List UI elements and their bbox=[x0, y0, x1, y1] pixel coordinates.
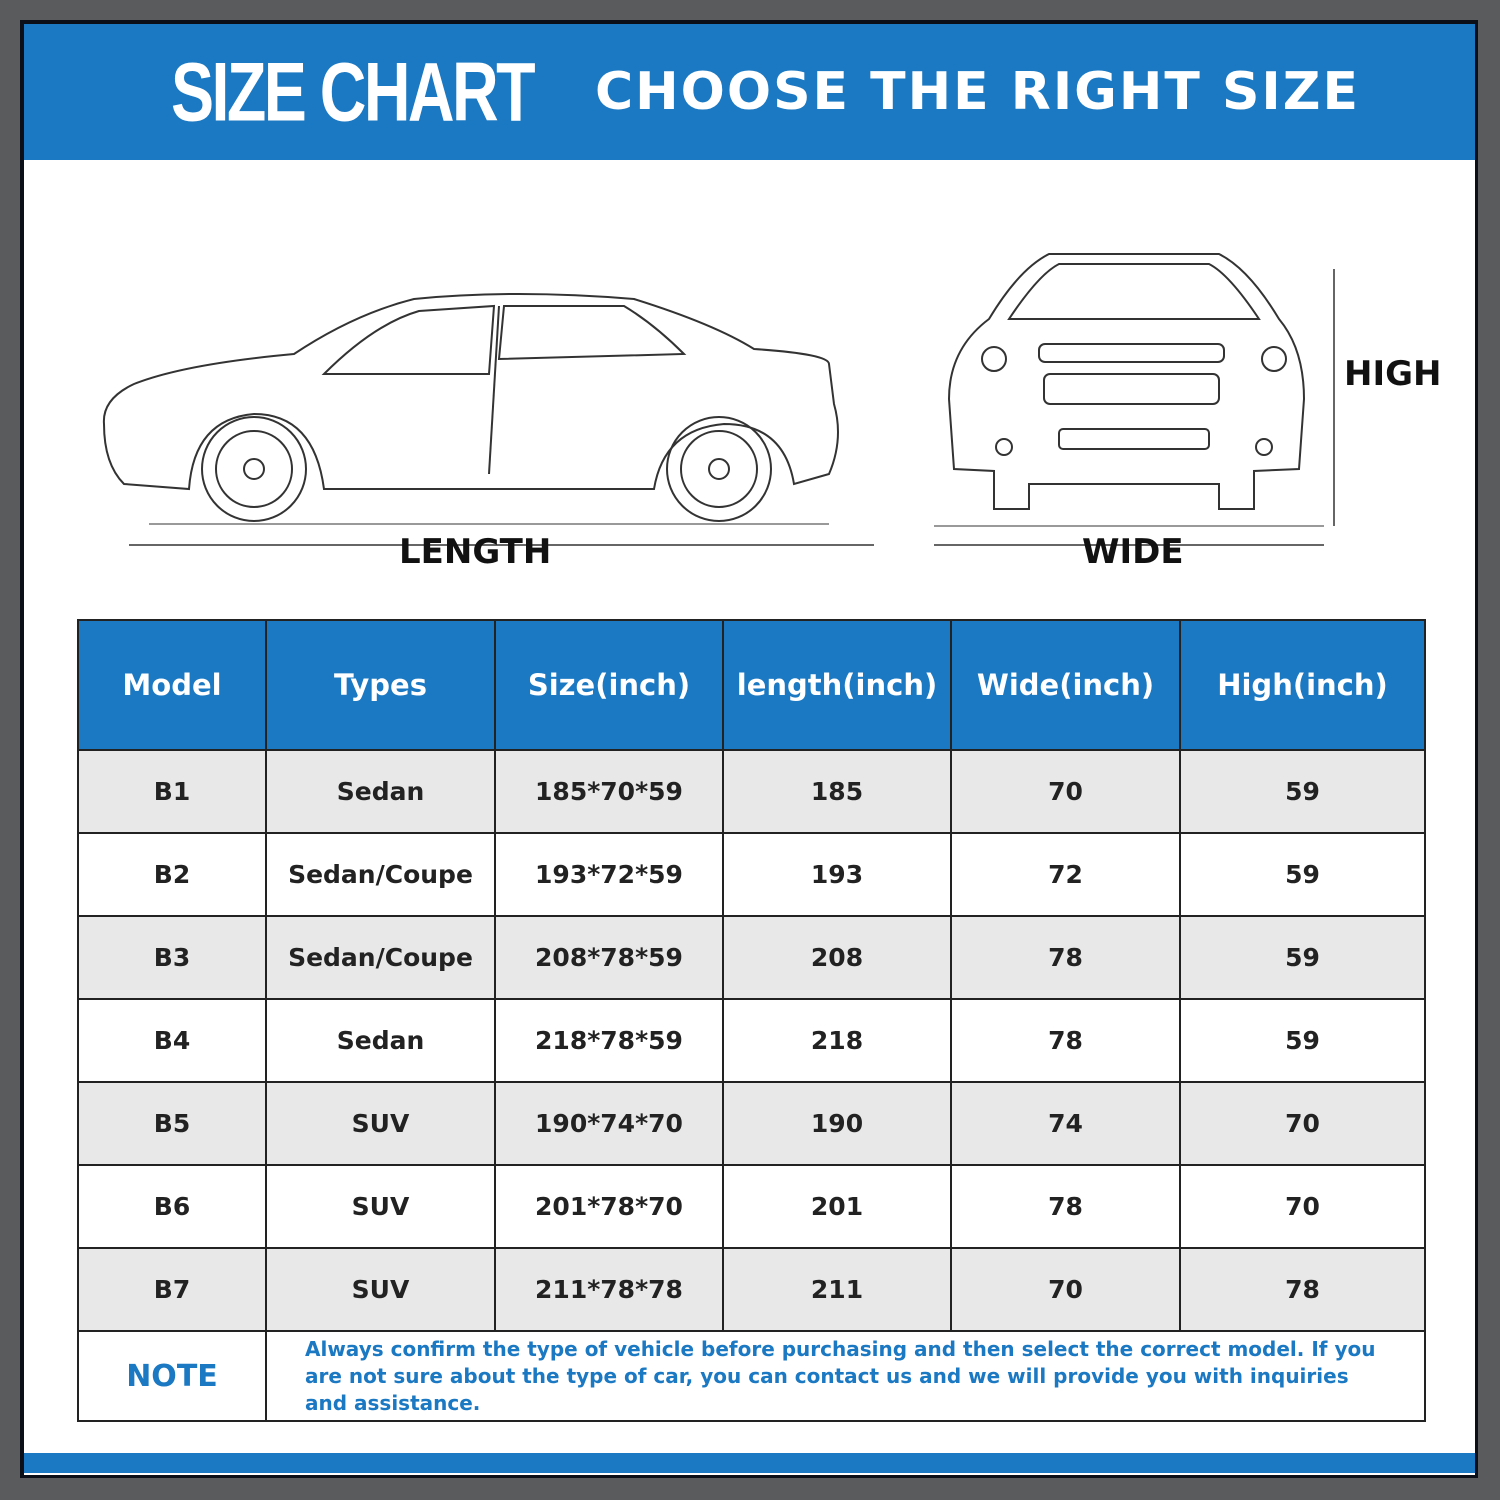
column-header-length: length(inch) bbox=[722, 619, 952, 751]
size-chart-panel: SIZE CHART CHOOSE THE RIGHT SIZE LENGTH … bbox=[24, 24, 1475, 1475]
cell-type: Sedan bbox=[265, 749, 496, 834]
cell-wide: 74 bbox=[950, 1081, 1181, 1166]
car-front-view-illustration bbox=[934, 253, 1335, 546]
cell-model: B4 bbox=[77, 998, 267, 1083]
cell-model: B5 bbox=[77, 1081, 267, 1166]
table-row: B6 SUV 201*78*70 201 78 70 bbox=[77, 1164, 1426, 1249]
cell-size: 211*78*78 bbox=[494, 1247, 724, 1332]
column-header-wide: Wide(inch) bbox=[950, 619, 1181, 751]
cell-length: 218 bbox=[722, 998, 952, 1083]
cell-type: Sedan bbox=[265, 998, 496, 1083]
cell-type: Sedan/Coupe bbox=[265, 915, 496, 1000]
cell-model: B3 bbox=[77, 915, 267, 1000]
cell-high: 59 bbox=[1179, 749, 1426, 834]
note-label: NOTE bbox=[77, 1330, 267, 1422]
cell-length: 193 bbox=[722, 832, 952, 917]
cell-size: 218*78*59 bbox=[494, 998, 724, 1083]
note-row: NOTE Always confirm the type of vehicle … bbox=[77, 1330, 1426, 1422]
cell-wide: 78 bbox=[950, 998, 1181, 1083]
cell-high: 70 bbox=[1179, 1081, 1426, 1166]
column-header-model: Model bbox=[77, 619, 267, 751]
cell-type: SUV bbox=[265, 1081, 496, 1166]
footer-bar bbox=[24, 1453, 1475, 1473]
cell-model: B6 bbox=[77, 1164, 267, 1249]
cell-length: 201 bbox=[722, 1164, 952, 1249]
cell-high: 70 bbox=[1179, 1164, 1426, 1249]
cell-size: 185*70*59 bbox=[494, 749, 724, 834]
cell-length: 211 bbox=[722, 1247, 952, 1332]
high-label: HIGH bbox=[1344, 354, 1442, 394]
cell-wide: 78 bbox=[950, 915, 1181, 1000]
cell-wide: 70 bbox=[950, 1247, 1181, 1332]
wide-label: WIDE bbox=[1082, 532, 1184, 572]
table-row: B4 Sedan 218*78*59 218 78 59 bbox=[77, 998, 1426, 1083]
table-row: B3 Sedan/Coupe 208*78*59 208 78 59 bbox=[77, 915, 1426, 1000]
cell-type: Sedan/Coupe bbox=[265, 832, 496, 917]
table-row: B7 SUV 211*78*78 211 70 78 bbox=[77, 1247, 1426, 1332]
cell-high: 78 bbox=[1179, 1247, 1426, 1332]
cell-size: 193*72*59 bbox=[494, 832, 724, 917]
table-row: B5 SUV 190*74*70 190 74 70 bbox=[77, 1081, 1426, 1166]
cell-high: 59 bbox=[1179, 915, 1426, 1000]
table-row: B1 Sedan 185*70*59 185 70 59 bbox=[77, 749, 1426, 834]
cell-size: 208*78*59 bbox=[494, 915, 724, 1000]
cell-length: 208 bbox=[722, 915, 952, 1000]
cell-type: SUV bbox=[265, 1164, 496, 1249]
page-subtitle: CHOOSE THE RIGHT SIZE bbox=[595, 62, 1360, 122]
cell-wide: 72 bbox=[950, 832, 1181, 917]
cell-length: 185 bbox=[722, 749, 952, 834]
cell-size: 201*78*70 bbox=[494, 1164, 724, 1249]
cell-length: 190 bbox=[722, 1081, 952, 1166]
cell-model: B7 bbox=[77, 1247, 267, 1332]
table-row: B2 Sedan/Coupe 193*72*59 193 72 59 bbox=[77, 832, 1426, 917]
table-header-row: Model Types Size(inch) length(inch) Wide… bbox=[77, 619, 1426, 751]
column-header-types: Types bbox=[265, 619, 496, 751]
length-label: LENGTH bbox=[399, 532, 552, 572]
header-banner: SIZE CHART CHOOSE THE RIGHT SIZE bbox=[24, 24, 1475, 160]
cell-wide: 78 bbox=[950, 1164, 1181, 1249]
note-text: Always confirm the type of vehicle befor… bbox=[265, 1330, 1426, 1422]
cell-type: SUV bbox=[265, 1247, 496, 1332]
size-table: Model Types Size(inch) length(inch) Wide… bbox=[77, 619, 1426, 1422]
car-side-view-illustration bbox=[102, 293, 874, 546]
column-header-size: Size(inch) bbox=[494, 619, 724, 751]
page-title: SIZE CHART bbox=[170, 45, 536, 139]
column-header-high: High(inch) bbox=[1179, 619, 1426, 751]
cell-high: 59 bbox=[1179, 998, 1426, 1083]
cell-model: B2 bbox=[77, 832, 267, 917]
cell-model: B1 bbox=[77, 749, 267, 834]
cell-size: 190*74*70 bbox=[494, 1081, 724, 1166]
cell-high: 59 bbox=[1179, 832, 1426, 917]
cell-wide: 70 bbox=[950, 749, 1181, 834]
